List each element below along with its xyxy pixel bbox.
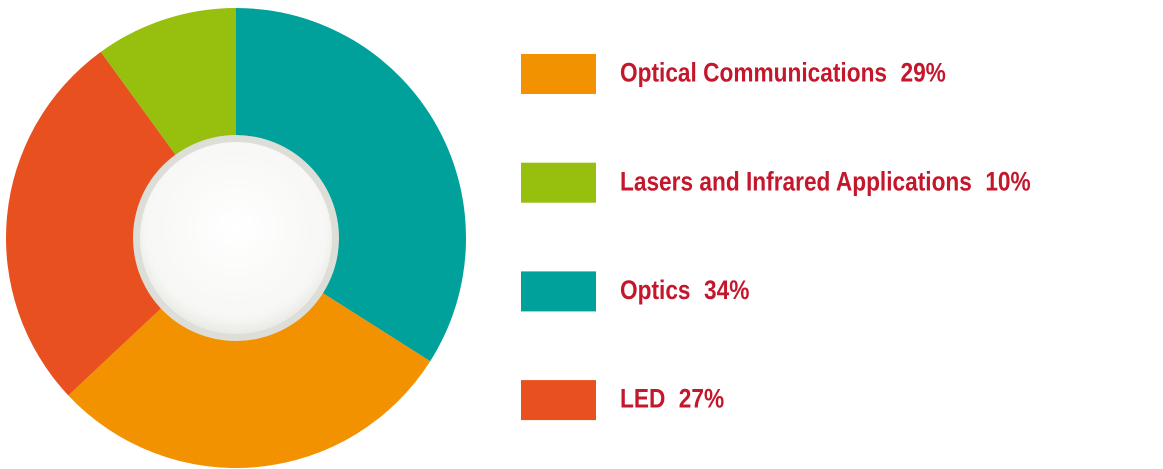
legend-name: Lasers and Infrared Applications (620, 166, 972, 196)
legend-name: LED (620, 383, 665, 413)
legend-value: 27% (679, 383, 724, 413)
slice (5, 51, 236, 396)
legend-value: 10% (985, 166, 1030, 196)
legend-label: Optical Communications 29% (620, 57, 946, 87)
legend-name: Optics (620, 275, 691, 305)
slice (68, 238, 431, 468)
legend: Optics 34% Optical Communications 29% LED 27%… (521, 54, 1031, 421)
legend-label: LED 27% (620, 383, 724, 413)
legend-swatch (521, 271, 596, 312)
hole (140, 142, 332, 334)
legend-name: Optical Communications (620, 57, 887, 87)
legend-label: Lasers and Infrared Applications 10% (620, 166, 1031, 196)
legend-label: Optics 34% (620, 275, 749, 305)
legend-value: 34% (704, 275, 749, 305)
legend-value: 29% (900, 57, 945, 87)
legend-swatch (521, 162, 596, 203)
legend-swatch (521, 54, 596, 94)
legend-swatch (521, 380, 596, 421)
